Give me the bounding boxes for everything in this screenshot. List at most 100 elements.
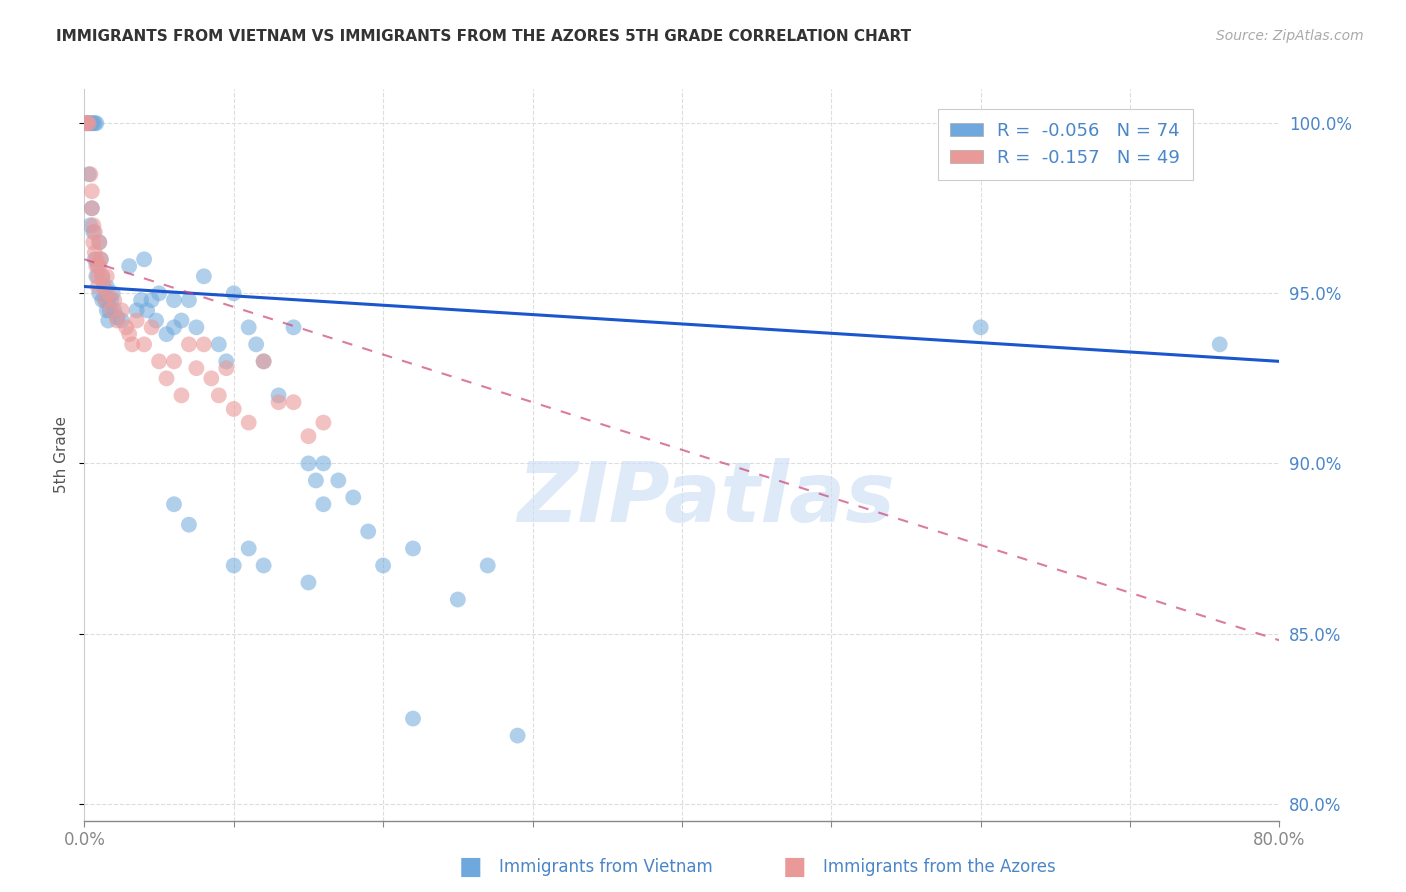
Point	[76, 116, 98, 130]
Point	[148, 354, 170, 368]
Point	[283, 320, 305, 334]
Point	[342, 491, 364, 505]
Point	[177, 517, 200, 532]
Text: Source: ZipAtlas.com: Source: ZipAtlas.com	[1216, 29, 1364, 43]
Point	[115, 320, 138, 334]
Point	[91, 293, 114, 307]
Point	[148, 286, 170, 301]
Text: ■: ■	[460, 855, 482, 879]
Text: IMMIGRANTS FROM VIETNAM VS IMMIGRANTS FROM THE AZORES 5TH GRADE CORRELATION CHAR: IMMIGRANTS FROM VIETNAM VS IMMIGRANTS FR…	[56, 29, 911, 44]
Point	[79, 219, 101, 233]
Point	[94, 293, 117, 307]
Point	[145, 313, 167, 327]
Point	[177, 337, 200, 351]
Point	[83, 116, 105, 130]
Point	[118, 327, 141, 342]
Text: ■: ■	[783, 855, 806, 879]
Point	[297, 457, 319, 471]
Point	[96, 303, 118, 318]
Point	[141, 320, 163, 334]
Point	[267, 388, 290, 402]
Point	[100, 303, 122, 318]
Point	[238, 416, 260, 430]
Point	[477, 558, 499, 573]
Point	[402, 712, 425, 726]
Point	[111, 303, 134, 318]
Point	[155, 327, 177, 342]
Point	[91, 269, 114, 284]
Point	[96, 279, 118, 293]
Point	[447, 592, 470, 607]
Point	[222, 402, 245, 417]
Point	[80, 201, 103, 215]
Point	[100, 293, 122, 307]
Text: ZIPatlas: ZIPatlas	[517, 458, 894, 540]
Point	[75, 116, 97, 130]
Point	[89, 259, 111, 273]
Point	[238, 320, 260, 334]
Y-axis label: 5th Grade: 5th Grade	[53, 417, 69, 493]
Point	[373, 558, 395, 573]
Point	[87, 279, 110, 293]
Point	[163, 497, 186, 511]
Point	[163, 354, 186, 368]
Point	[76, 116, 98, 130]
Point	[253, 558, 276, 573]
Point	[93, 279, 115, 293]
Point	[80, 201, 103, 215]
Point	[170, 313, 193, 327]
Text: Immigrants from the Azores: Immigrants from the Azores	[823, 858, 1056, 876]
Point	[77, 116, 100, 130]
Point	[82, 116, 104, 130]
Point	[1209, 337, 1232, 351]
Point	[83, 245, 105, 260]
Point	[132, 252, 156, 267]
Point	[75, 116, 97, 130]
Point	[97, 286, 120, 301]
Point	[155, 371, 177, 385]
Point	[253, 354, 276, 368]
Point	[163, 320, 186, 334]
Point	[82, 235, 104, 250]
Legend: R =  -0.056   N = 74, R =  -0.157   N = 49: R = -0.056 N = 74, R = -0.157 N = 49	[938, 109, 1192, 179]
Point	[125, 313, 148, 327]
Point	[297, 429, 319, 443]
Point	[170, 388, 193, 402]
Point	[82, 225, 104, 239]
Point	[80, 184, 103, 198]
Point	[193, 269, 215, 284]
Point	[103, 303, 125, 318]
Point	[94, 293, 117, 307]
Point	[163, 293, 186, 307]
Point	[90, 252, 112, 267]
Point	[121, 337, 143, 351]
Point	[86, 259, 108, 273]
Point	[312, 457, 335, 471]
Point	[83, 252, 105, 267]
Point	[267, 395, 290, 409]
Point	[89, 286, 111, 301]
Point	[222, 558, 245, 573]
Point	[357, 524, 380, 539]
Point	[79, 116, 101, 130]
Point	[141, 293, 163, 307]
Point	[125, 303, 148, 318]
Point	[215, 361, 238, 376]
Point	[77, 167, 100, 181]
Point	[80, 116, 103, 130]
Point	[118, 259, 141, 273]
Point	[253, 354, 276, 368]
Point	[86, 269, 108, 284]
Point	[186, 320, 208, 334]
Point	[245, 337, 267, 351]
Point	[215, 354, 238, 368]
Point	[312, 416, 335, 430]
Point	[89, 235, 111, 250]
Point	[77, 116, 100, 130]
Point	[103, 293, 125, 307]
Point	[111, 313, 134, 327]
Point	[98, 303, 121, 318]
Point	[129, 293, 152, 307]
Text: Immigrants from Vietnam: Immigrants from Vietnam	[499, 858, 713, 876]
Point	[132, 337, 156, 351]
